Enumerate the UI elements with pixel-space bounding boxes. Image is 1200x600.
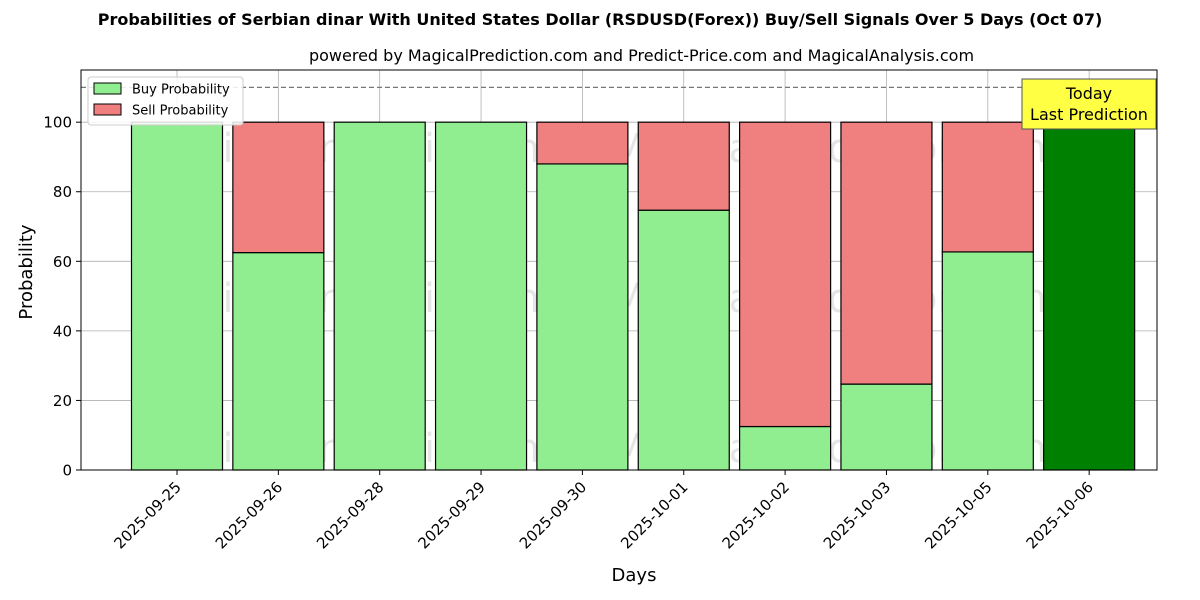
chart-title: Probabilities of Serbian dinar With Unit… [97, 10, 1103, 29]
bar-buy [637, 209, 730, 471]
bar-sell [232, 121, 325, 254]
bar-sell [637, 121, 730, 211]
bar-buy [130, 121, 224, 471]
x-tick-label: 2025-09-26 [212, 478, 286, 552]
y-tick-label: 20 [53, 392, 72, 410]
bar-buy [1043, 121, 1136, 471]
x-tick-label: 2025-09-29 [414, 478, 488, 552]
x-tick-label: 2025-10-01 [617, 478, 691, 552]
annotation-line-2: Last Prediction [1030, 105, 1148, 124]
x-tick-label: 2025-10-02 [719, 478, 793, 552]
bar-buy [434, 121, 528, 471]
y-tick-label: 0 [62, 462, 72, 480]
x-tick-label: 2025-10-03 [820, 478, 894, 552]
bar-sell [738, 121, 832, 428]
bar-buy [840, 383, 933, 471]
y-tick-label: 80 [53, 183, 72, 201]
bar-buy [232, 252, 325, 471]
plot-frame [80, 69, 1158, 471]
x-tick-label: 2025-10-05 [921, 478, 995, 552]
bars [130, 121, 1136, 471]
legend-box [87, 76, 244, 126]
x-axis-label: Days [612, 565, 657, 586]
annotation-line-1: Today [1065, 84, 1112, 103]
bar-buy [738, 425, 832, 471]
bar-buy [333, 121, 426, 471]
chart-subtitle: powered by MagicalPrediction.com and Pre… [308, 46, 975, 65]
x-tick-label: 2025-09-25 [110, 478, 184, 552]
bar-buy [536, 163, 629, 471]
x-tick-label: 2025-09-30 [516, 478, 590, 552]
y-tick-label: 40 [53, 322, 72, 340]
legend-label: Sell Probability [132, 104, 229, 119]
x-tick-label: 2025-09-28 [313, 478, 387, 552]
bar-sell [840, 121, 933, 385]
legend-swatch [93, 103, 122, 116]
y-axis-label: Probability [16, 224, 37, 319]
legend: Buy Probability Sell Probability [87, 76, 244, 126]
x-tick-label: 2025-10-06 [1023, 478, 1097, 552]
y-tick-label: 60 [53, 253, 72, 271]
annotation-box [1021, 78, 1157, 130]
legend-label: Buy Probability [132, 83, 230, 98]
y-tick-label: 100 [43, 114, 72, 132]
legend-swatch [93, 82, 122, 95]
bar-sell [536, 121, 629, 165]
bar-sell [941, 121, 1034, 253]
annotation-group: Today Last Prediction [1021, 78, 1157, 130]
bar-buy [941, 251, 1034, 471]
